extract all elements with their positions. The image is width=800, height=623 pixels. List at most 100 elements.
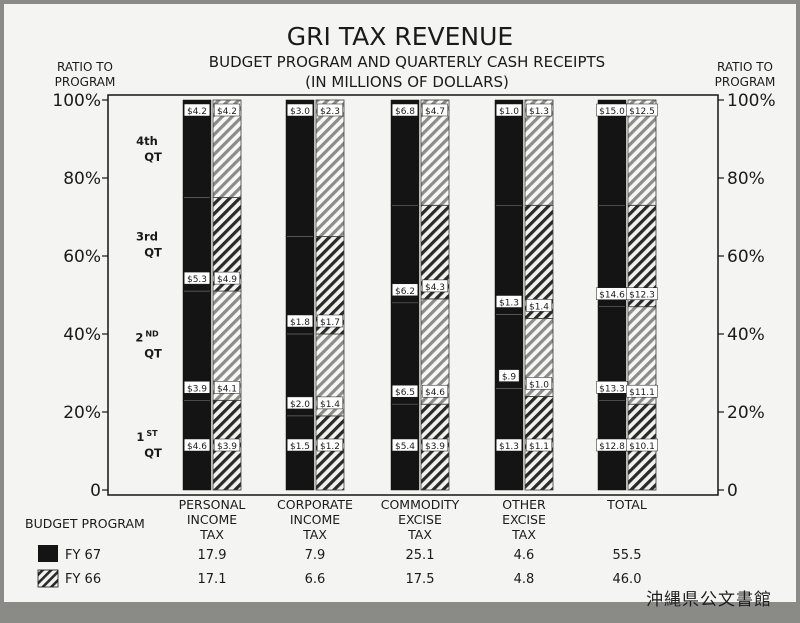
budget-value-fy66: 46.0 bbox=[613, 572, 642, 587]
data-label-fy66: $4.1 bbox=[217, 384, 237, 394]
budget-value-fy66: 4.8 bbox=[514, 572, 535, 587]
bar-groups: $4.6 $3.9 $5.3 $4.2 $3.9 $4.1 $4.9 $4.2 $1.5 $2.0… bbox=[182, 99, 658, 491]
bar-segment-fy67 bbox=[597, 99, 627, 206]
data-label-fy66: $4.9 bbox=[217, 275, 237, 285]
category-label: EXCISE bbox=[502, 512, 546, 527]
budget-value-fy67: 25.1 bbox=[406, 548, 435, 563]
left-tick-label: 80% bbox=[63, 169, 101, 189]
data-label-box bbox=[421, 438, 449, 452]
data-label-fy67: $3.0 bbox=[290, 107, 310, 117]
data-label-fy67: $6.2 bbox=[395, 287, 415, 297]
bar-segment-fy66 bbox=[420, 99, 450, 206]
category-label: OTHER bbox=[502, 497, 546, 512]
chart-subtitle-line1: BUDGET PROGRAM AND QUARTERLY CASH RECEIP… bbox=[209, 53, 605, 71]
data-label-box bbox=[213, 438, 241, 452]
data-label-box bbox=[213, 103, 241, 117]
data-label-fy67: $1.3 bbox=[499, 299, 519, 309]
category-label: EXCISE bbox=[398, 512, 442, 527]
data-label-fy67: $5.3 bbox=[187, 275, 207, 285]
bar-segment-fy66 bbox=[627, 99, 657, 206]
legend-swatch-fy67 bbox=[38, 545, 58, 562]
data-label-box bbox=[421, 103, 449, 117]
budget-values: 17.9 17.1 7.9 6.6 25.1 17.5 4.6 4.8 55.5 46.0 bbox=[198, 548, 642, 587]
data-label-box bbox=[183, 438, 211, 452]
category-label: TOTAL bbox=[606, 497, 647, 512]
bar-segment-fy67 bbox=[285, 415, 315, 491]
data-label-box bbox=[316, 314, 344, 328]
data-label-fy67: $2.0 bbox=[290, 400, 310, 410]
data-label-fy67: $4.6 bbox=[187, 442, 207, 452]
category-label: COMMODITY bbox=[381, 497, 460, 512]
quarter-label: 3rd bbox=[136, 229, 158, 243]
data-label-box bbox=[286, 438, 314, 452]
data-label-fy67: $3.9 bbox=[187, 384, 207, 394]
category-label: CORPORATE bbox=[277, 497, 353, 512]
data-label-fy67: $6.8 bbox=[395, 107, 415, 117]
data-label-box bbox=[316, 396, 344, 410]
right-tick-label: 60% bbox=[727, 247, 765, 267]
data-label-box bbox=[316, 438, 344, 452]
data-label-box bbox=[391, 384, 419, 398]
quarter-label-qt: QT bbox=[144, 446, 162, 460]
legend-title: BUDGET PROGRAM bbox=[25, 516, 145, 531]
data-label-box bbox=[495, 438, 523, 452]
data-label-box bbox=[421, 279, 449, 293]
chart-subtitle-line2: (IN MILLIONS OF DOLLARS) bbox=[305, 73, 509, 91]
data-label-fy67: $1.5 bbox=[290, 442, 310, 452]
category-label: PERSONAL bbox=[179, 497, 246, 512]
data-label-fy66: $2.3 bbox=[320, 107, 340, 117]
budget-value-fy67: 4.6 bbox=[514, 548, 535, 563]
left-axis: 0 20% 40% 60% 80% 100% bbox=[52, 91, 108, 501]
data-label-box bbox=[391, 283, 419, 297]
bar-segment-fy67 bbox=[285, 99, 315, 237]
category-label: TAX bbox=[199, 527, 224, 542]
category-label: TAX bbox=[302, 527, 327, 542]
bar-segment-fy67 bbox=[390, 99, 420, 206]
budget-value-fy66: 6.6 bbox=[305, 572, 326, 587]
data-label-box bbox=[495, 295, 523, 308]
category-label: TAX bbox=[511, 527, 536, 542]
data-label-fy66: $12.3 bbox=[629, 291, 655, 301]
left-tick-label: 0 bbox=[90, 481, 101, 501]
left-tick-label: 60% bbox=[63, 247, 101, 267]
data-label-fy66: $12.5 bbox=[629, 107, 655, 117]
bar-segment-fy66 bbox=[315, 415, 345, 491]
data-label-fy67: $13.3 bbox=[599, 384, 625, 394]
data-label-box bbox=[213, 271, 241, 285]
data-label-fy66: $1.2 bbox=[320, 442, 340, 452]
right-axis-label-line2: PROGRAM bbox=[715, 75, 776, 89]
data-label-fy67: $4.2 bbox=[187, 107, 207, 117]
data-label-box bbox=[626, 287, 658, 300]
category-label: INCOME bbox=[187, 512, 237, 527]
data-label-fy67: $6.5 bbox=[395, 388, 415, 398]
data-label-fy66: $4.2 bbox=[217, 107, 237, 117]
budget-value-fy66: 17.1 bbox=[198, 572, 227, 587]
data-label-box bbox=[183, 103, 211, 117]
data-label-fy66: $10.1 bbox=[629, 442, 655, 452]
quarter-label-suffix: ST bbox=[146, 429, 158, 438]
legend-swatch-fy66 bbox=[37, 569, 59, 588]
data-label-fy67: $12.8 bbox=[599, 442, 625, 452]
data-label-fy66: $1.1 bbox=[529, 442, 549, 452]
data-label-fy66: $11.1 bbox=[629, 388, 655, 398]
category-labels: PERSONALINCOMETAXCORPORATEINCOMETAXCOMMO… bbox=[179, 497, 647, 542]
data-label-fy66: $1.0 bbox=[529, 380, 549, 390]
data-label-box bbox=[213, 381, 241, 394]
quarter-label-qt: QT bbox=[144, 347, 162, 361]
data-label-fy67: $14.6 bbox=[599, 291, 625, 301]
data-label-box bbox=[183, 271, 211, 285]
data-label-fy67: $.9 bbox=[502, 373, 517, 383]
data-label-box bbox=[391, 438, 419, 452]
data-label-box bbox=[498, 369, 520, 382]
bar-segment-fy66 bbox=[315, 99, 345, 237]
right-tick-label: 20% bbox=[727, 403, 765, 423]
right-tick-label: 80% bbox=[727, 169, 765, 189]
left-tick-label: 40% bbox=[63, 325, 101, 345]
data-label-fy66: $1.4 bbox=[320, 400, 340, 410]
quarter-label-qt: QT bbox=[144, 150, 162, 164]
data-label-box bbox=[286, 103, 314, 117]
data-label-fy66: $1.7 bbox=[320, 318, 340, 328]
right-axis-label-line1: RATIO TO bbox=[717, 60, 773, 74]
left-axis-label-line1: RATIO TO bbox=[57, 60, 113, 74]
